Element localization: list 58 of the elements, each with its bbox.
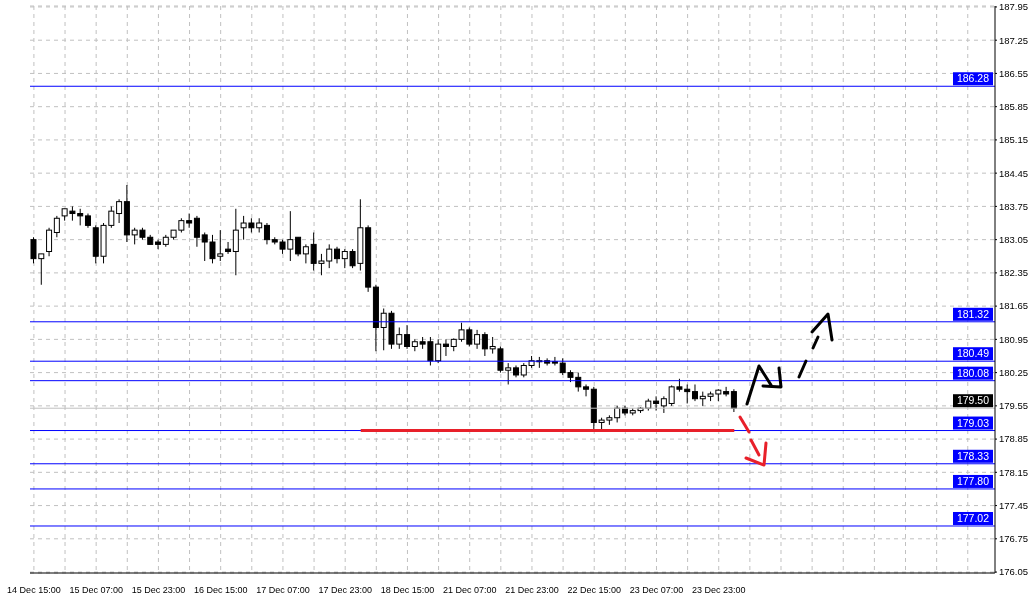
candlestick (295, 236, 302, 257)
y-tick-label: 184.45 (999, 167, 1029, 179)
candlestick (653, 395, 660, 412)
x-tick-label: 21 Dec 23:00 (505, 585, 559, 595)
ref-line-label: 179.50 (956, 394, 990, 407)
x-tick-label: 23 Dec 23:00 (691, 585, 746, 595)
y-tick-label: 186.55 (999, 67, 1029, 79)
y-tick-label: 185.15 (999, 134, 1029, 146)
y-tick-label: 176.75 (999, 533, 1029, 545)
ref-line-label: 180.49 (956, 347, 990, 360)
x-tick-label: 21 Dec 07:00 (442, 585, 497, 595)
y-tick-label: 178.85 (999, 433, 1029, 445)
candlestick (232, 208, 239, 276)
y-tick-label: 180.95 (999, 333, 1029, 345)
x-tick-label: 23 Dec 07:00 (629, 585, 684, 595)
x-tick-label: 17 Dec 23:00 (318, 585, 372, 595)
ref-line-label: 186.28 (956, 72, 990, 85)
candlestick (481, 331, 488, 357)
y-tick-label: 182.35 (999, 267, 1029, 279)
candlestick (723, 386, 730, 397)
y-tick-label: 187.25 (999, 34, 1029, 46)
ref-line-label: 180.08 (956, 366, 990, 379)
candlestick (263, 222, 270, 245)
ref-line-label: 178.33 (956, 449, 990, 462)
candlestick (474, 329, 481, 350)
y-tick-label: 179.55 (999, 400, 1029, 412)
y-tick-label: 176.05 (999, 566, 1029, 578)
x-tick-label: 15 Dec 07:00 (69, 585, 123, 595)
candlestick (53, 215, 60, 238)
ref-line-label: 177.80 (956, 474, 990, 487)
candlestick (155, 239, 162, 250)
y-tick-label: 181.65 (999, 300, 1029, 312)
y-tick-label: 185.85 (999, 101, 1029, 113)
candlestick (583, 383, 590, 397)
candlestick (730, 388, 737, 413)
candlestick (442, 338, 449, 357)
y-tick-label: 183.75 (999, 200, 1029, 212)
y-tick-label: 180.25 (999, 366, 1029, 378)
candlestick (691, 383, 698, 402)
ref-line-label: 177.02 (956, 511, 990, 524)
candlestick (193, 215, 200, 248)
y-tick-label: 187.95 (999, 1, 1029, 13)
x-tick-label: 17 Dec 07:00 (256, 585, 310, 595)
y-tick-label: 183.05 (999, 234, 1029, 246)
y-tick-label: 178.15 (999, 466, 1029, 478)
ref-line-label: 181.32 (956, 307, 990, 320)
x-tick-label: 15 Dec 23:00 (131, 585, 186, 595)
x-tick-label: 16 Dec 15:00 (193, 585, 248, 595)
ref-line-label: 179.03 (956, 416, 990, 429)
candlestick (404, 324, 411, 350)
x-tick-label: 22 Dec 15:00 (567, 585, 621, 595)
candlestick (46, 227, 53, 257)
x-tick-label: 18 Dec 15:00 (380, 585, 435, 595)
candlestick (225, 241, 232, 255)
x-tick-label: 14 Dec 15:00 (7, 585, 61, 595)
candlestick (302, 243, 309, 264)
candlestick (116, 198, 123, 224)
y-tick-label: 177.45 (999, 499, 1029, 511)
